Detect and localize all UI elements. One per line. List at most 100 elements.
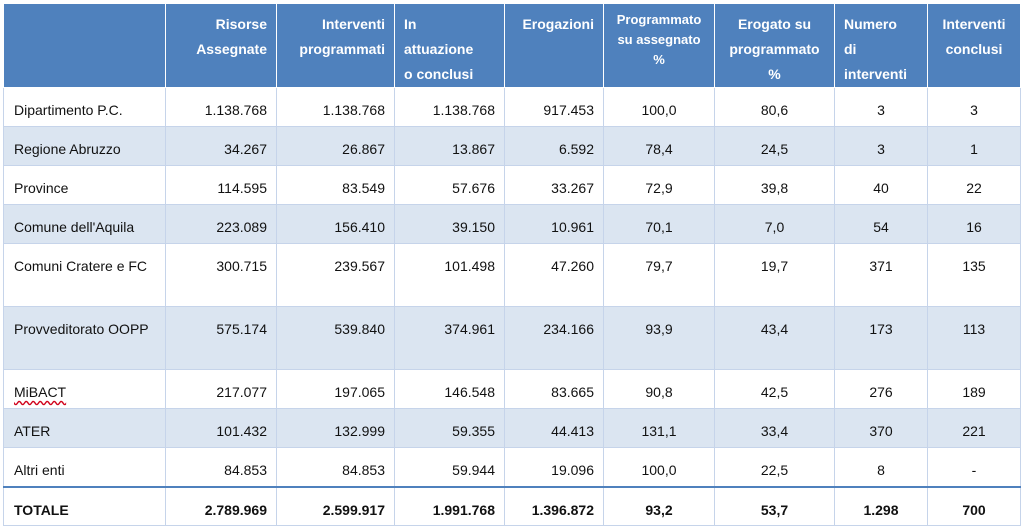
cell-attuazione: 57.676: [394, 165, 505, 205]
resources-table: Risorse Assegnate Interventi programmati I…: [3, 3, 1021, 526]
cell-risorse: 114.595: [165, 165, 277, 205]
header-programmato-su-assegnato: Programmato su assegnato%: [603, 3, 715, 88]
cell-erogazioni: 10.961: [504, 204, 604, 244]
cell-attuazione: 374.961: [394, 306, 505, 370]
row-label: Regione Abruzzo: [3, 126, 166, 166]
cell-prog-su-ass: 78,4: [603, 126, 715, 166]
cell-erog-su-prog: 24,5: [714, 126, 835, 166]
cell-erogazioni: 83.665: [504, 369, 604, 409]
cell-erog-su-prog: 80,6: [714, 87, 835, 127]
cell-attuazione: 59.944: [394, 447, 505, 487]
cell-conclusi: 221: [927, 408, 1021, 448]
cell-programmati: 26.867: [276, 126, 395, 166]
table-row: Comuni Cratere e FC 300.715 239.567 101.…: [3, 243, 1021, 307]
header-risorse-assegnate: Risorse Assegnate: [165, 3, 277, 88]
header-interventi-conclusi: Interventi conclusi: [927, 3, 1021, 88]
cell-erog-su-prog: 19,7: [714, 243, 835, 307]
cell-numero: 8: [834, 447, 928, 487]
cell-programmati: 197.065: [276, 369, 395, 409]
cell-prog-su-ass: 131,1: [603, 408, 715, 448]
cell-numero: 40: [834, 165, 928, 205]
total-erogazioni: 1.396.872: [504, 485, 604, 526]
table-row: Regione Abruzzo 34.267 26.867 13.867 6.5…: [3, 126, 1021, 166]
total-numero: 1.298: [834, 485, 928, 526]
cell-conclusi: 1: [927, 126, 1021, 166]
cell-erog-su-prog: 33,4: [714, 408, 835, 448]
cell-erog-su-prog: 39,8: [714, 165, 835, 205]
cell-programmati: 132.999: [276, 408, 395, 448]
header-erogazioni: Erogazioni: [504, 3, 604, 88]
row-label: Comune dell'Aquila: [3, 204, 166, 244]
table-row: ATER 101.432 132.999 59.355 44.413 131,1…: [3, 408, 1021, 448]
row-label: Provveditorato OOPP: [3, 306, 166, 370]
cell-prog-su-ass: 93,9: [603, 306, 715, 370]
cell-numero: 370: [834, 408, 928, 448]
total-erog-su-prog: 53,7: [714, 485, 835, 526]
cell-risorse: 34.267: [165, 126, 277, 166]
row-label: Comuni Cratere e FC: [3, 243, 166, 307]
cell-risorse: 84.853: [165, 447, 277, 487]
cell-prog-su-ass: 100,0: [603, 87, 715, 127]
cell-erog-su-prog: 22,5: [714, 447, 835, 487]
cell-erog-su-prog: 43,4: [714, 306, 835, 370]
row-label: MiBACT: [3, 369, 166, 409]
table-row: Altri enti 84.853 84.853 59.944 19.096 1…: [3, 447, 1021, 487]
total-label: TOTALE: [3, 485, 166, 526]
header-numero-interventi: Numero di interventi: [834, 3, 928, 88]
cell-attuazione: 59.355: [394, 408, 505, 448]
cell-conclusi: 113: [927, 306, 1021, 370]
cell-attuazione: 13.867: [394, 126, 505, 166]
cell-prog-su-ass: 79,7: [603, 243, 715, 307]
cell-conclusi: 3: [927, 87, 1021, 127]
cell-programmati: 239.567: [276, 243, 395, 307]
cell-programmati: 1.138.768: [276, 87, 395, 127]
cell-erogazioni: 19.096: [504, 447, 604, 487]
cell-numero: 54: [834, 204, 928, 244]
cell-risorse: 300.715: [165, 243, 277, 307]
row-label: Province: [3, 165, 166, 205]
table-row: Province 114.595 83.549 57.676 33.267 72…: [3, 165, 1021, 205]
header-in-attuazione: In attuazione o conclusi: [394, 3, 505, 88]
cell-prog-su-ass: 70,1: [603, 204, 715, 244]
cell-erogazioni: 47.260: [504, 243, 604, 307]
cell-conclusi: 135: [927, 243, 1021, 307]
cell-conclusi: 189: [927, 369, 1021, 409]
table-row: Dipartimento P.C. 1.138.768 1.138.768 1.…: [3, 87, 1021, 127]
cell-programmati: 539.840: [276, 306, 395, 370]
cell-programmati: 84.853: [276, 447, 395, 487]
cell-attuazione: 146.548: [394, 369, 505, 409]
cell-risorse: 217.077: [165, 369, 277, 409]
cell-risorse: 1.138.768: [165, 87, 277, 127]
total-conclusi: 700: [927, 485, 1021, 526]
cell-attuazione: 39.150: [394, 204, 505, 244]
cell-conclusi: -: [927, 447, 1021, 487]
cell-risorse: 223.089: [165, 204, 277, 244]
table-body: Dipartimento P.C. 1.138.768 1.138.768 1.…: [3, 87, 1021, 526]
cell-numero: 3: [834, 87, 928, 127]
cell-prog-su-ass: 90,8: [603, 369, 715, 409]
cell-erog-su-prog: 7,0: [714, 204, 835, 244]
cell-numero: 371: [834, 243, 928, 307]
header-interventi-programmati: Interventi programmati: [276, 3, 395, 88]
cell-erogazioni: 44.413: [504, 408, 604, 448]
total-attuazione: 1.991.768: [394, 485, 505, 526]
cell-attuazione: 1.138.768: [394, 87, 505, 127]
cell-programmati: 83.549: [276, 165, 395, 205]
row-label: ATER: [3, 408, 166, 448]
table-header: Risorse Assegnate Interventi programmati I…: [3, 3, 1021, 88]
cell-attuazione: 101.498: [394, 243, 505, 307]
cell-numero: 3: [834, 126, 928, 166]
cell-erogazioni: 33.267: [504, 165, 604, 205]
table-row: Comune dell'Aquila 223.089 156.410 39.15…: [3, 204, 1021, 244]
row-label: Altri enti: [3, 447, 166, 487]
total-risorse: 2.789.969: [165, 485, 277, 526]
total-programmati: 2.599.917: [276, 485, 395, 526]
cell-erogazioni: 6.592: [504, 126, 604, 166]
table-row: MiBACT 217.077 197.065 146.548 83.665 90…: [3, 369, 1021, 409]
row-label: Dipartimento P.C.: [3, 87, 166, 127]
cell-prog-su-ass: 100,0: [603, 447, 715, 487]
cell-risorse: 575.174: [165, 306, 277, 370]
cell-prog-su-ass: 72,9: [603, 165, 715, 205]
spellcheck-label: MiBACT: [14, 384, 67, 400]
cell-erogazioni: 917.453: [504, 87, 604, 127]
